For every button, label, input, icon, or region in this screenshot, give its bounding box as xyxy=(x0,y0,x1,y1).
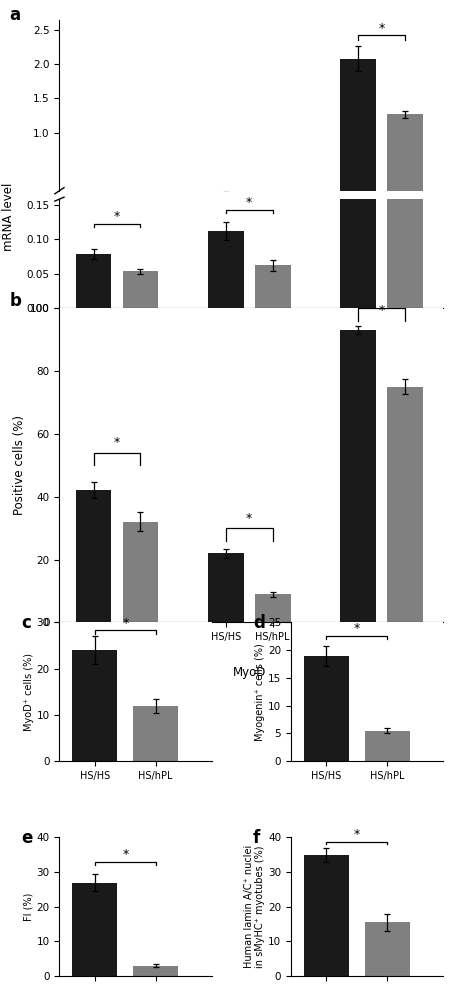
Bar xyxy=(133,965,178,976)
Bar xyxy=(340,0,376,308)
Bar xyxy=(365,922,409,976)
Bar xyxy=(340,59,376,201)
Text: DES: DES xyxy=(370,355,393,368)
Bar xyxy=(73,882,117,976)
Bar xyxy=(304,855,349,976)
Text: *: * xyxy=(114,210,120,223)
Bar xyxy=(208,553,244,622)
Text: f: f xyxy=(253,829,260,847)
Bar xyxy=(387,114,423,201)
Text: MYF5: MYF5 xyxy=(101,355,133,368)
Text: desmin: desmin xyxy=(360,667,403,679)
Bar xyxy=(122,271,159,308)
Y-axis label: FI (%): FI (%) xyxy=(24,892,34,921)
Text: *: * xyxy=(246,512,252,525)
Bar xyxy=(255,595,291,622)
Y-axis label: Myogenin⁺ cells (%): Myogenin⁺ cells (%) xyxy=(255,643,265,740)
Y-axis label: Positive cells (%): Positive cells (%) xyxy=(13,415,26,515)
Bar xyxy=(387,387,423,622)
Text: MYOD1: MYOD1 xyxy=(228,355,271,368)
Text: *: * xyxy=(378,22,385,35)
Y-axis label: mRNA level: mRNA level xyxy=(2,182,15,250)
Text: b: b xyxy=(10,292,21,311)
Bar xyxy=(208,193,244,201)
Text: *: * xyxy=(378,305,385,317)
Bar xyxy=(75,490,112,622)
Bar xyxy=(208,231,244,308)
Bar xyxy=(304,656,349,761)
Text: *: * xyxy=(122,848,128,861)
Bar xyxy=(255,265,291,308)
Text: *: * xyxy=(246,196,252,209)
Bar xyxy=(340,330,376,622)
Text: c: c xyxy=(21,614,31,632)
Bar xyxy=(255,197,291,201)
Bar xyxy=(133,706,178,761)
Text: e: e xyxy=(21,829,33,847)
Y-axis label: MyoD⁺ cells (%): MyoD⁺ cells (%) xyxy=(24,653,34,731)
Text: d: d xyxy=(253,614,265,632)
Bar xyxy=(75,195,112,201)
Text: a: a xyxy=(10,6,21,24)
Text: *: * xyxy=(354,828,360,841)
Bar xyxy=(75,254,112,308)
Bar xyxy=(387,0,423,308)
Text: MyoD: MyoD xyxy=(233,667,266,679)
Bar xyxy=(122,522,159,622)
Text: Myf5: Myf5 xyxy=(103,667,131,679)
Text: *: * xyxy=(122,616,128,630)
Bar xyxy=(365,731,409,761)
Bar xyxy=(122,197,159,201)
Y-axis label: Human lamin A/C⁺ nuclei
in sMyHC⁺ myotubes (%): Human lamin A/C⁺ nuclei in sMyHC⁺ myotub… xyxy=(244,845,266,968)
Text: *: * xyxy=(354,622,360,635)
Text: *: * xyxy=(114,437,120,450)
Bar xyxy=(73,650,117,761)
